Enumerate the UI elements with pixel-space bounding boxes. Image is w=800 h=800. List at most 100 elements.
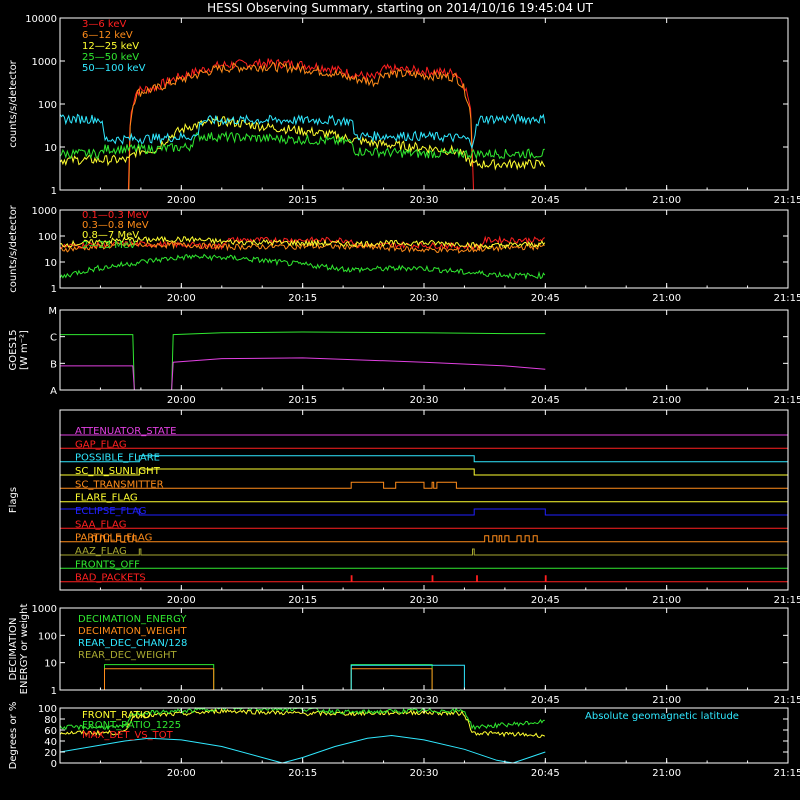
x-tick-label: 20:30 (410, 195, 439, 206)
x-tick-label: 20:15 (288, 395, 317, 406)
y-tick-label: 1 (51, 686, 57, 697)
series-line-0-3 (59, 130, 545, 161)
y-tick-label: 10000 (25, 14, 57, 25)
y-axis-label-1: counts/s/detector (8, 204, 19, 292)
legend-entry-1-2: 0.8—7 MeV (82, 230, 139, 241)
x-tick-label: 20:00 (167, 293, 196, 304)
legend-entry-1-0: 0.1—0.3 MeV (82, 210, 149, 221)
y-axis-label-2: GOES15 (8, 329, 19, 370)
flag-label-11: BAD_PACKETS (75, 573, 146, 584)
x-tick-label: 21:00 (652, 595, 681, 606)
series-line-1-0 (59, 235, 545, 251)
series-line-1-3 (59, 253, 546, 280)
y-tick-label: 10 (44, 143, 57, 154)
y-tick-label: 60 (44, 726, 57, 737)
legend-entry-0-3: 25—50 keV (82, 52, 139, 63)
x-tick-label: 20:45 (531, 293, 560, 304)
series-line-2-0 (60, 331, 546, 391)
x-tick-label: 20:15 (288, 768, 317, 779)
x-tick-label: 20:00 (167, 768, 196, 779)
legend-entry-4-0: DECIMATION_ENERGY (78, 614, 187, 625)
legend-entry-5-3: Absolute geomagnetic latitude (585, 711, 739, 722)
y-tick-label: 1 (51, 284, 57, 295)
legend-entry-1-1: 0.3—0.8 MeV (82, 220, 149, 231)
y-axis-label-3: Flags (8, 487, 19, 513)
x-tick-label: 21:00 (652, 395, 681, 406)
x-tick-label: 21:15 (774, 395, 800, 406)
legend-entry-0-0: 3—6 keV (82, 19, 126, 30)
x-tick-label: 20:45 (531, 395, 560, 406)
y-tick-label: 100 (38, 704, 57, 715)
x-tick-label: 21:15 (774, 695, 800, 706)
flag-label-3: SC_IN_SUNLIGHT (75, 466, 161, 477)
y-tick-label: 80 (44, 715, 57, 726)
x-tick-label: 21:00 (652, 768, 681, 779)
x-tick-label: 21:00 (652, 293, 681, 304)
flag-label-1: GAP_FLAG (75, 439, 127, 450)
series-line-2-1 (60, 357, 546, 391)
y-tick-label: 20 (44, 748, 57, 759)
flag-label-6: ECLIPSE_FLAG (75, 506, 146, 517)
series-line-0-2 (59, 115, 546, 171)
flag-line-9 (60, 548, 788, 556)
x-tick-label: 20:45 (531, 768, 560, 779)
x-tick-label: 20:00 (167, 695, 196, 706)
flag-line-8 (60, 535, 788, 543)
x-tick-label: 20:00 (167, 595, 196, 606)
flag-line-11 (60, 575, 788, 583)
legend-entry-0-2: 12—25 keV (82, 41, 139, 52)
x-tick-label: 21:15 (774, 195, 800, 206)
legend-entry-4-3: REAR_DEC_WEIGHT (78, 650, 177, 661)
x-tick-label: 20:30 (410, 595, 439, 606)
x-tick-label: 20:30 (410, 695, 439, 706)
x-tick-label: 21:00 (652, 695, 681, 706)
y-tick-label: C (50, 333, 57, 344)
panel-lightcurves: counts/s/detector 10000 1000 100 10 1 3—6 keV6… (8, 14, 800, 206)
legend-entry-4-1: DECIMATION_WEIGHT (78, 626, 187, 637)
y-axis-label-4: DECIMATION (8, 617, 19, 680)
flag-label-9: AAZ_FLAG (75, 546, 127, 557)
y-axis-label2-4: ENERGY or weight (19, 604, 30, 695)
x-tick-label: 20:15 (288, 293, 317, 304)
y-tick-label: 100 (38, 631, 57, 642)
y-tick-label: A (50, 386, 57, 397)
x-tick-label: 20:30 (410, 293, 439, 304)
y-tick-label: B (50, 359, 57, 370)
x-tick-label: 20:45 (531, 195, 560, 206)
panel-goes: GOES15 [W m⁻²] M C B A 20:00 20:15 20:30 20:45 21:… (8, 306, 800, 406)
y-tick-label: 0 (51, 759, 57, 770)
flag-label-8: PARTICLE_FLAG (75, 533, 152, 544)
y-tick-label: 1 (51, 186, 57, 197)
panel-decimation: DECIMATION ENERGY or weight 1000 100 10 1 DECI… (8, 604, 800, 706)
y-axis-label2-2: [W m⁻²] (19, 330, 30, 370)
x-tick-label: 20:30 (410, 395, 439, 406)
chart-title: HESSI Observing Summary, starting on 201… (207, 1, 593, 15)
flag-label-10: FRONTS_OFF (75, 559, 140, 570)
y-tick-label: 1000 (32, 57, 57, 68)
y-axis-label-5: Degrees or % (8, 702, 19, 770)
x-tick-label: 20:00 (167, 195, 196, 206)
series-line-5-0 (59, 708, 546, 739)
series-line-0-0 (60, 58, 545, 191)
plot-frame-3 (59, 409, 789, 591)
x-tick-label: 20:15 (288, 595, 317, 606)
legend-entry-5-2: MAX_DET_VS_TOT (82, 730, 174, 741)
flag-line-3 (60, 468, 788, 476)
flag-label-0: ATTENUATOR_STATE (75, 426, 176, 437)
y-tick-label: 100 (38, 100, 57, 111)
series-line-1-2 (59, 235, 546, 250)
x-tick-label: 21:00 (652, 195, 681, 206)
x-tick-label: 21:15 (774, 293, 800, 304)
flag-label-7: SAA_FLAG (75, 519, 126, 530)
y-tick-label: 10 (44, 659, 57, 670)
x-tick-label: 21:15 (774, 595, 800, 606)
series-line-5-3 (59, 734, 546, 764)
legend-entry-4-2: REAR_DEC_CHAN/128 (78, 638, 187, 649)
legend-entry-5-0: FRONT_RATIO (82, 710, 151, 721)
x-tick-label: 20:45 (531, 595, 560, 606)
plot-frame-1 (59, 209, 789, 289)
legend-entry-5-1: FRONT_RATIO_1225 (82, 720, 181, 731)
